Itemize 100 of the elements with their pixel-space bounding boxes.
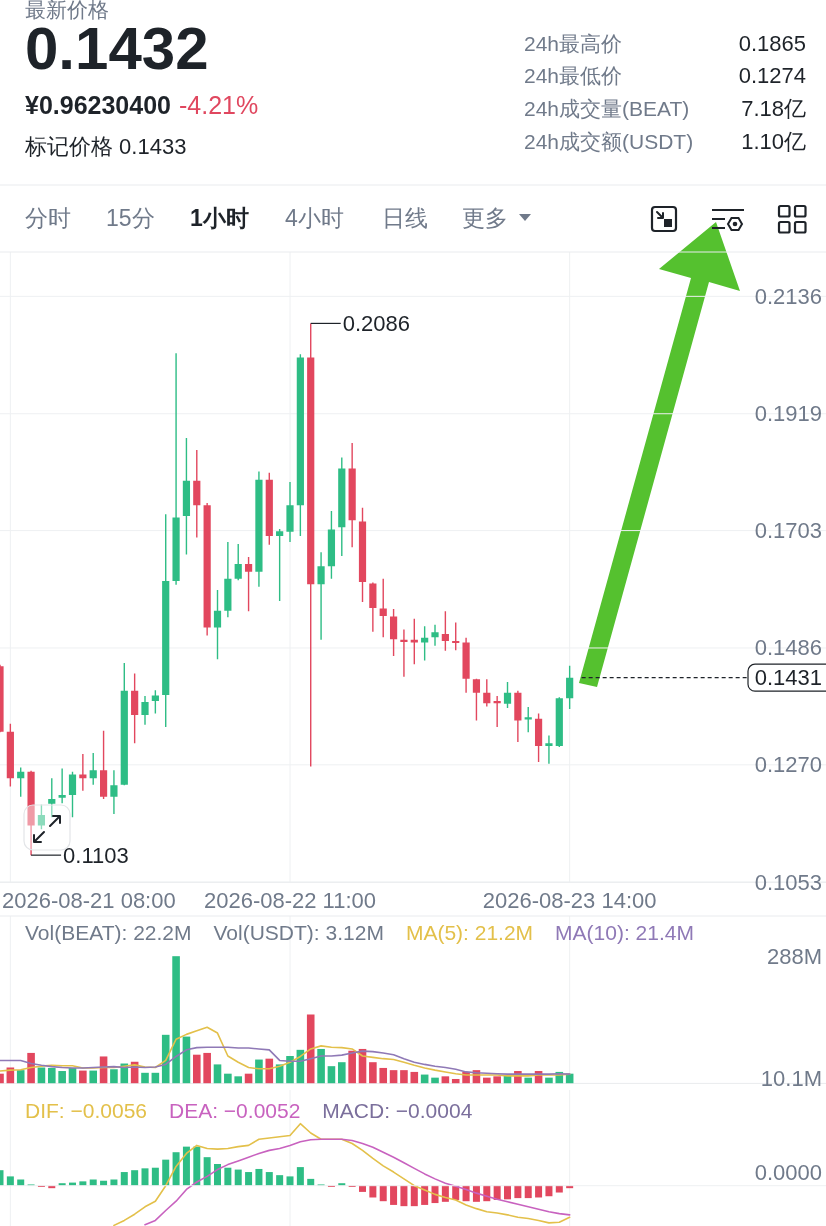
bar [224,1167,232,1186]
annotation: Vol(BEAT): 22.2M [25,920,192,944]
bar [410,1185,418,1207]
bar [89,1070,98,1084]
bar [203,1052,211,1084]
text: 24h最高价 [524,31,623,55]
bar [451,1078,460,1084]
bar [348,1050,356,1084]
bar [379,1185,387,1202]
bar [400,1070,408,1084]
text: 1.10亿 [741,128,806,154]
annotation: 0.2086 [342,310,411,336]
bar [317,1048,325,1084]
bar [483,1077,491,1084]
text: 24h最低价 [524,63,623,87]
bar [245,1172,253,1186]
bar [337,1062,346,1084]
bar [79,1070,87,1084]
bar [110,1069,118,1084]
bar [524,1077,533,1084]
bar [535,1185,543,1198]
bar [359,1185,367,1192]
text: 24h成交额(USDT) [524,129,694,153]
text: -4.21% [178,91,259,119]
bar [58,1071,66,1084]
bar [369,1185,377,1198]
text: 24h成交量(BEAT) [524,96,690,120]
bar [193,1146,201,1186]
bar [390,1185,398,1205]
bar [151,1167,159,1186]
bar [545,1077,553,1084]
text: 0.1274 [738,62,806,88]
text: 更多 [462,205,508,231]
bar [555,1185,563,1193]
bar [379,1067,388,1084]
text: 0.1865 [738,30,806,56]
bar [286,1176,294,1186]
bar [441,1076,450,1084]
bar [37,1067,46,1084]
bar [327,1066,336,1084]
series-label: DEA: −0.0052 [169,1098,301,1122]
text: MA(10): 21.4M [555,920,694,944]
bar [162,1159,170,1186]
text: 1小时 [190,205,249,231]
y-tick-label: 10.1M [760,1066,822,1092]
bar [234,1169,242,1186]
bar [306,1014,315,1084]
bar [514,1185,522,1199]
bar [493,1076,501,1084]
y-tick-label: 0.1486 [754,635,822,661]
bar [203,1157,211,1186]
text: 15分 [106,205,155,231]
text: 4小时 [285,205,344,231]
annotation: Vol(USDT): 3.12M [213,920,384,944]
text: 7.18亿 [741,95,806,121]
bar [524,1185,532,1199]
text: DIF: −0.0056 [25,1098,147,1122]
bar [224,1073,232,1084]
text: ¥0.96230400 [25,91,171,119]
y-tick-label: 0.1270 [754,752,822,778]
x-tick-label: 2026-08-21 08:00 [2,887,176,913]
bar [182,1146,190,1186]
text: 日线 [382,205,428,231]
ref-line-label: 0.1431 [754,665,822,691]
bar [47,1067,56,1084]
bar [545,1185,553,1197]
bar [296,1167,304,1186]
x-tick-label: 2026-08-23 14:00 [482,887,657,913]
bar [16,1070,25,1084]
y-tick-label: 0.1053 [754,869,822,895]
bar [265,1172,273,1186]
ref-line-label: 0.0000 [754,1160,822,1186]
line-series [0,1046,571,1075]
bar [255,1059,263,1084]
bar [131,1170,139,1186]
y-tick-label: 0.1703 [754,518,822,544]
annotation: 0.1103 [63,842,129,868]
bar [141,1168,149,1186]
bar [369,1062,377,1084]
bar [389,1070,398,1084]
bar [141,1072,149,1084]
bar [192,1054,201,1084]
text: MA(5): 21.2M [405,920,534,944]
bar [120,1172,128,1186]
x-tick-label: 2026-08-22 11:00 [203,887,377,913]
bar [276,1175,284,1186]
text: 分时 [25,205,71,231]
y-tick-label: 0.2136 [754,283,822,309]
bar [213,1064,222,1084]
y-tick-label: 288M [766,943,822,969]
bar [504,1185,512,1200]
text: MACD: −0.0004 [322,1098,473,1122]
bar [265,1058,274,1084]
bar [172,956,180,1084]
bar [255,1168,263,1186]
y-tick-label: 0.1919 [754,401,822,427]
bar [410,1071,419,1084]
text: 标记价格 0.1433 [24,133,187,159]
bar [234,1076,243,1084]
bar [400,1185,408,1207]
